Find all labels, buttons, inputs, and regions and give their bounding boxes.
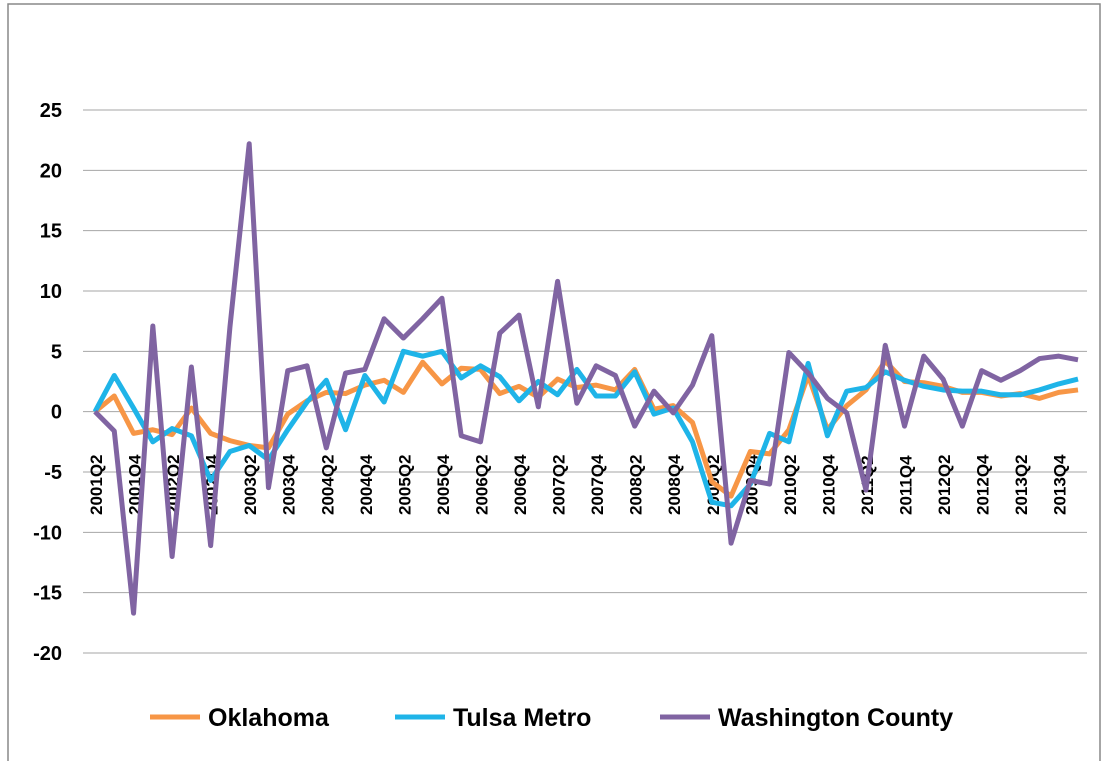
legend-label: Tulsa Metro (453, 704, 591, 732)
x-tick-label: 2008Q4 (665, 454, 684, 515)
x-tick-label: 2013Q2 (1012, 455, 1031, 516)
series-line (93, 141, 1079, 616)
x-tick-label: 2006Q2 (472, 454, 491, 515)
x-tick-label: 2010Q2 (781, 455, 800, 516)
y-tick-label: 20 (40, 160, 62, 182)
x-tick-label: 2007Q4 (588, 454, 607, 515)
y-tick-label: -10 (33, 522, 62, 544)
x-tick-label: 2001Q2 (87, 455, 106, 516)
legend-label: Oklahoma (208, 704, 330, 732)
x-tick-label: 2005Q2 (395, 455, 414, 516)
x-tick-label: 2012Q4 (974, 454, 993, 515)
x-tick-label: 2008Q2 (627, 455, 646, 516)
y-tick-label: -20 (33, 643, 62, 665)
y-tick-label: -5 (44, 462, 62, 484)
x-tick-label: 2012Q2 (935, 455, 954, 516)
x-tick-label: 2007Q2 (550, 455, 569, 516)
y-tick-label: 25 (40, 100, 62, 122)
y-tick-label: 5 (51, 341, 62, 363)
x-tick-label: 2011Q4 (897, 455, 916, 515)
x-tick-label: 2005Q4 (434, 454, 453, 515)
x-tick-label: 2004Q2 (318, 455, 337, 516)
y-tick-label: 10 (40, 281, 62, 303)
x-tick-label: 2003Q4 (280, 454, 299, 515)
x-tick-label: 2004Q4 (357, 454, 376, 515)
x-tick-label: 2013Q4 (1051, 454, 1070, 515)
x-tick-label: 2003Q2 (241, 455, 260, 516)
legend-label: Washington County (718, 704, 953, 732)
y-tick-label: -15 (33, 583, 62, 605)
y-tick-label: 15 (40, 221, 62, 243)
x-tick-label: 2010Q4 (819, 454, 838, 515)
x-tick-label: 2006Q4 (511, 454, 530, 515)
y-tick-label: 0 (51, 402, 62, 424)
